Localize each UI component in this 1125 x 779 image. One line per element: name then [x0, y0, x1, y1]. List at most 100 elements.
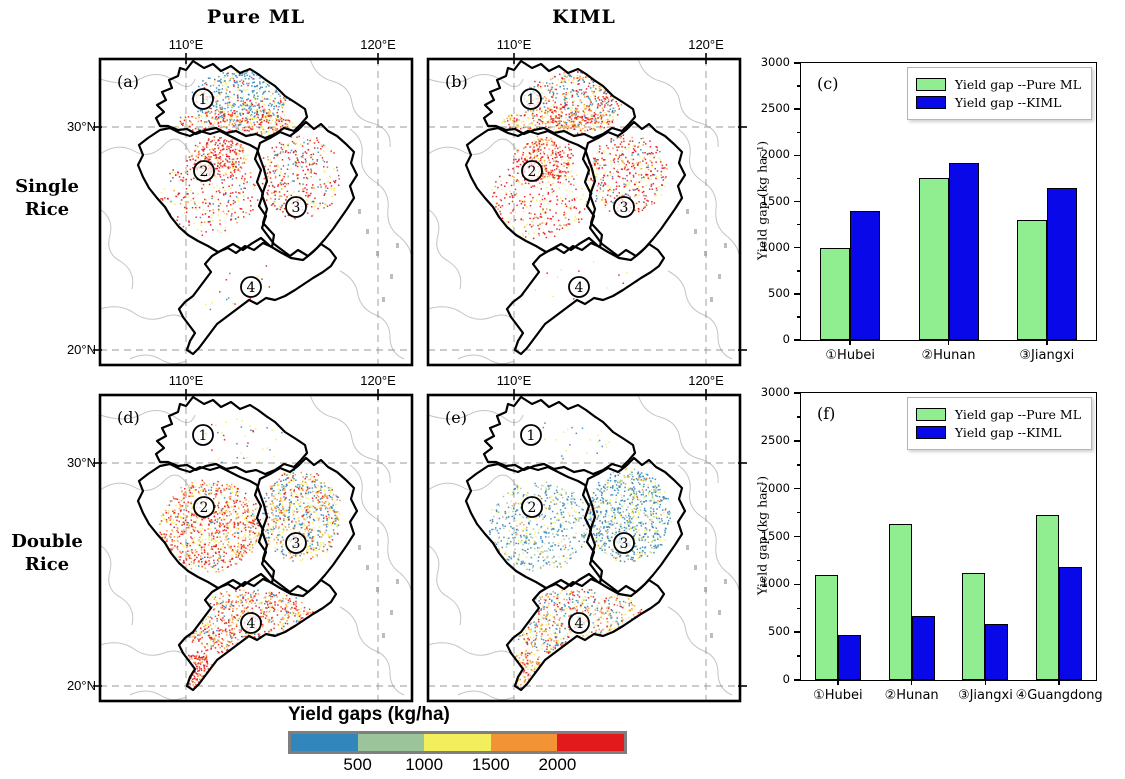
lat-label: 20°N: [66, 342, 96, 357]
y-tick: [794, 293, 801, 295]
bar-kiml-1: [837, 635, 861, 680]
bar-kiml-2: [911, 615, 935, 680]
category-label: ②Hunan: [884, 688, 939, 703]
colorbar-segment: [357, 734, 425, 751]
x-tick: [1046, 340, 1048, 345]
region-number: 1: [199, 92, 208, 108]
lat-label: 30°N: [66, 119, 96, 134]
yield-gap-speckles: [534, 422, 610, 463]
map-frame: [426, 393, 742, 703]
x-tick: [837, 680, 839, 685]
panel-label-a: (a): [117, 72, 140, 91]
y-minor-tick: [797, 464, 801, 466]
y-tick: [794, 631, 801, 633]
y-tick: [794, 200, 801, 203]
legend-swatch: [915, 426, 946, 439]
region-circle: [521, 496, 543, 518]
province-outline: [253, 456, 359, 594]
y-tick: [794, 108, 801, 110]
province-outline: [464, 462, 604, 591]
colorbar-segment: [424, 734, 491, 751]
lon-label: 110°E: [496, 373, 532, 388]
bar-pure-ml-1: [814, 574, 838, 680]
y-tick: [794, 392, 801, 394]
colorbar-tick-label: 500: [343, 755, 372, 774]
panel-label-c: (c): [817, 74, 839, 93]
y-tick-label: 2500: [760, 432, 790, 447]
panel-label-d: (d): [117, 408, 140, 427]
province-outline: [154, 395, 309, 476]
x-tick: [849, 340, 851, 345]
y-tick-label: 2000: [760, 147, 790, 162]
legend-item: Yield gap --KIML: [915, 95, 1081, 110]
y-tick-label: 500: [768, 285, 790, 300]
y-minor-tick: [797, 511, 801, 514]
legend-swatch: [915, 408, 946, 421]
province-outline: [505, 236, 666, 356]
province-outline: [253, 120, 359, 258]
province-outline: [136, 462, 276, 591]
region-circle: [568, 276, 590, 298]
bar-pure-ml-4: [1036, 514, 1060, 680]
yield-gap-speckles: [512, 135, 574, 184]
bar-kiml-4: [1059, 567, 1083, 680]
legend-swatch: [915, 78, 946, 91]
legend-label: Yield gap --Pure ML: [954, 77, 1081, 92]
category-label: ②Hunan: [921, 348, 976, 363]
region-number: 2: [528, 500, 537, 516]
lon-label: 110°E: [496, 37, 532, 52]
region-number: 4: [575, 280, 584, 296]
legend: Yield gap --Pure ML Yield gap --KIML: [906, 67, 1092, 120]
y-tick: [794, 440, 801, 442]
province-outline: [464, 126, 604, 255]
bar-kiml-2: [948, 162, 979, 340]
region-number: 4: [247, 616, 256, 632]
province-outline: [154, 59, 309, 140]
panel-label-e: (e): [445, 408, 467, 427]
region-number: 3: [620, 536, 629, 552]
y-tick-label: 3000: [760, 385, 790, 399]
region-circle: [568, 612, 590, 634]
region-number: 4: [575, 616, 584, 632]
province-outline: [505, 572, 666, 692]
y-axis-label-c: Yield gap (kg ha⁻¹): [754, 140, 770, 260]
y-minor-tick: [797, 131, 801, 134]
bar-kiml-3: [985, 623, 1009, 680]
legend-swatch: [915, 96, 946, 109]
region-circle: [193, 496, 215, 518]
province-outline: [177, 572, 338, 692]
y-tick: [794, 679, 801, 681]
y-minor-tick: [797, 559, 801, 562]
y-tick: [794, 487, 801, 490]
legend-item: Yield gap --Pure ML: [915, 77, 1081, 92]
legend-item: Yield gap --KIML: [915, 425, 1081, 440]
y-minor-tick: [797, 85, 801, 87]
colorbar-title: Yield gaps (kg/ha): [288, 704, 450, 725]
region-number: 3: [292, 536, 301, 552]
region-number: 3: [620, 200, 629, 216]
y-tick: [794, 535, 801, 538]
yield-gap-speckles: [490, 160, 588, 240]
y-tick-label: 1500: [760, 193, 790, 208]
lon-label: 120°E: [360, 37, 396, 52]
province-outline: [482, 59, 637, 140]
y-tick-label: 500: [768, 624, 790, 639]
y-axis-label-f: Yield gap (kg ha⁻¹): [754, 475, 770, 595]
y-minor-tick: [797, 316, 801, 318]
region-circle: [240, 612, 262, 634]
lon-label: 110°E: [168, 37, 204, 52]
province-outline: [581, 456, 687, 594]
y-tick-label: 2500: [760, 101, 790, 116]
x-tick: [984, 680, 987, 685]
category-label: ①Hubei: [813, 688, 863, 703]
province-outline: [581, 120, 687, 258]
map-frame: [98, 393, 414, 703]
yield-gap-speckles: [507, 650, 546, 690]
bar-pure-ml-1: [820, 247, 851, 340]
province-outline: [177, 236, 338, 356]
y-tick-label: 1000: [760, 239, 790, 254]
region-circle: [613, 532, 635, 554]
yield-gap-speckles: [586, 468, 672, 563]
category-label: ③Jiangxi: [957, 688, 1013, 703]
region-circle: [285, 196, 307, 218]
